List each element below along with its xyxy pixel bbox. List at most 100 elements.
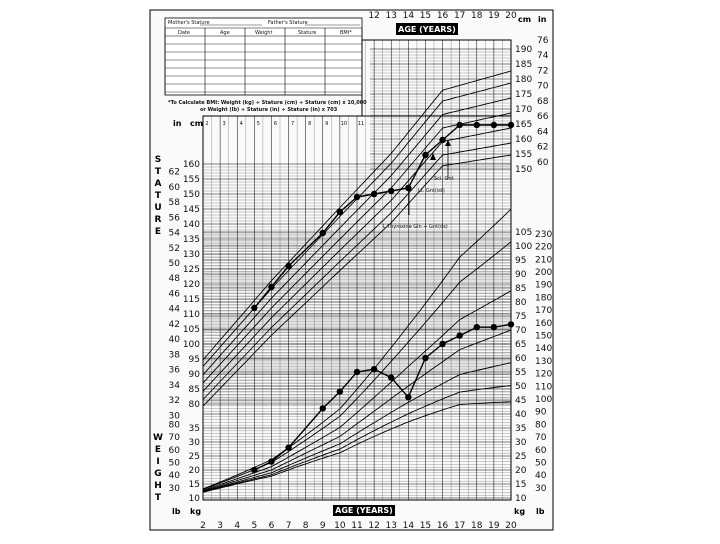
age-tick-mid: 4 <box>240 121 243 127</box>
stature-in-tick-right: 72 <box>537 66 548 76</box>
stature-point <box>456 121 463 129</box>
age-tick-top: 16 <box>437 11 449 21</box>
kg-label-left: kg <box>190 507 201 516</box>
weight-kg-tick-right: 100 <box>515 242 532 252</box>
age-tick-bottom: 17 <box>454 521 465 531</box>
age-tick-bottom: 6 <box>269 521 275 531</box>
weight-lb-tick: 50 <box>169 458 181 468</box>
stature-point <box>507 121 515 129</box>
mother-stature-label: Mother's Stature <box>168 20 210 26</box>
stature-in-tick-right: 66 <box>537 112 549 122</box>
stature-in-tick: 46 <box>169 289 181 299</box>
col-bmi: BMI* <box>340 30 352 36</box>
weight-series <box>251 321 515 474</box>
weight-kg-tick: 35 <box>189 424 200 434</box>
stature-cm-tick: 150 <box>183 190 200 200</box>
stature-cm-tick: 105 <box>183 325 200 335</box>
stature-point <box>336 208 344 216</box>
stature-in-tick-right: 68 <box>537 97 549 107</box>
weight-percentile-10 <box>202 385 512 493</box>
weight-lb-tick-right: 110 <box>535 382 552 392</box>
stature-point <box>319 229 326 237</box>
age-tick-mid: 7 <box>291 121 294 127</box>
age-tick-mid: 3 <box>223 121 226 127</box>
age-tick-mid: 6 <box>274 121 277 127</box>
weight-letter: T <box>155 493 162 503</box>
weight-kg-tick-right: 35 <box>515 424 526 434</box>
age-years-top-box <box>396 23 458 35</box>
stature-in-tick-right: 74 <box>537 51 549 61</box>
weight-letter: H <box>154 481 162 491</box>
stature-in-tick: 42 <box>169 320 180 330</box>
chart-paper <box>149 9 554 531</box>
weight-letter: G <box>154 469 161 479</box>
col-age: Age <box>220 30 230 36</box>
age-tick-top: 12 <box>368 11 379 21</box>
kg-label-right: kg <box>514 507 525 516</box>
weight-kg-tick-right: 30 <box>515 438 527 448</box>
weight-lb-tick-right: 60 <box>535 446 547 456</box>
stature-point <box>388 187 395 195</box>
weight-lb-tick-right: 220 <box>535 243 552 253</box>
stature-in-tick: 30 <box>169 411 181 421</box>
stature-point <box>251 304 258 312</box>
weight-point <box>388 374 395 381</box>
stature-cm-tick: 160 <box>183 160 200 170</box>
stature-cm-tick-right: 185 <box>515 60 532 70</box>
age-tick-mid: 2 <box>205 121 208 127</box>
stature-point <box>353 193 361 201</box>
stature-in-tick: 50 <box>169 259 181 269</box>
weight-kg-tick-right: 55 <box>515 368 526 378</box>
stature-point <box>285 262 292 270</box>
weight-point <box>456 332 463 339</box>
stature-point <box>439 136 446 144</box>
stature-in-tick-right: 70 <box>537 82 549 92</box>
stature-cm-tick: 100 <box>183 340 200 350</box>
weight-kg-tick-right: 75 <box>515 312 526 322</box>
stature-letter: T <box>155 191 162 201</box>
weight-lb-tick-right: 80 <box>535 420 547 430</box>
age-tick-bottom: 19 <box>488 521 500 531</box>
stature-cm-tick: 125 <box>183 265 200 275</box>
weight-lb-tick-right: 90 <box>535 408 547 418</box>
weight-lb-tick-right: 30 <box>535 484 547 494</box>
age-tick-bottom: 4 <box>234 521 240 531</box>
weight-letter: I <box>156 457 159 467</box>
weight-kg-tick-right: 95 <box>515 256 526 266</box>
weight-lb-tick-right: 40 <box>535 471 547 481</box>
stature-percentile-25 <box>202 127 512 392</box>
weight-lb-tick-right: 190 <box>535 281 552 291</box>
stature-in-tick: 36 <box>169 366 181 376</box>
age-tick-mid: 9 <box>325 121 328 127</box>
age-tick-bottom: 10 <box>334 521 346 531</box>
weight-kg-tick-right: 80 <box>515 298 527 308</box>
bmi-note-1: *To Calculate BMI: Weight (kg) ÷ Stature… <box>168 100 367 106</box>
weight-point <box>353 368 361 376</box>
weight-kg-tick-right: 15 <box>515 480 526 490</box>
weight-kg-tick-right: 60 <box>515 354 527 364</box>
age-tick-mid: 5 <box>257 121 260 127</box>
weight-kg-tick-right: 40 <box>515 410 527 420</box>
weight-lb-tick-right: 210 <box>535 255 552 265</box>
weight-lb-tick: 60 <box>169 446 181 456</box>
stature-cm-tick: 130 <box>183 250 200 260</box>
col-date: Date <box>178 30 190 36</box>
col-stature: Stature <box>298 30 316 36</box>
weight-lb-tick-right: 120 <box>535 370 552 380</box>
stature-cm-tick-right: 170 <box>515 105 532 115</box>
stature-cm-tick: 140 <box>183 220 200 230</box>
age-years-bottom-label: AGE (YEARS) <box>335 506 393 515</box>
stature-in-tick: 56 <box>169 213 181 223</box>
age-tick-top: 18 <box>471 11 483 21</box>
weight-lb-tick-right: 130 <box>535 357 552 367</box>
age-tick-bottom: 13 <box>385 521 396 531</box>
stature-in-tick: 48 <box>169 274 181 284</box>
stature-in-tick: 32 <box>169 396 180 406</box>
weight-kg-tick: 15 <box>189 480 200 490</box>
stature-in-tick: 34 <box>169 381 181 391</box>
stature-cm-tick: 90 <box>189 370 201 380</box>
age-tick-bottom: 11 <box>351 521 362 531</box>
stature-in-tick-right: 76 <box>537 36 549 46</box>
